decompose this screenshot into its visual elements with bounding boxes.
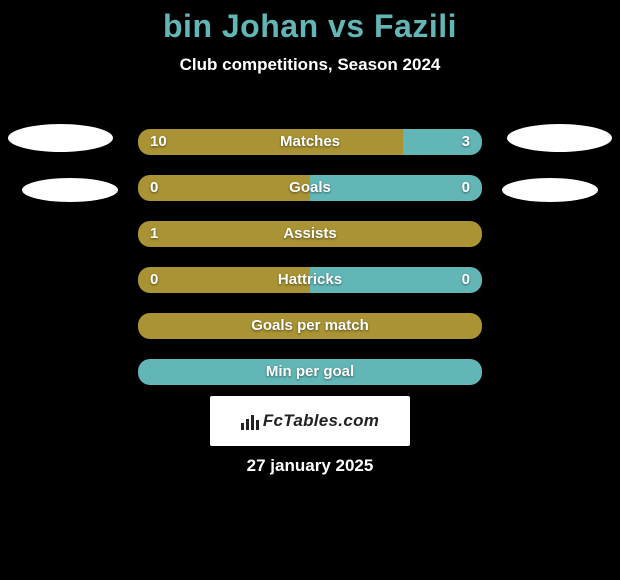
stat-row: Min per goal [0,350,620,396]
stat-value-right: 0 [462,267,470,293]
stat-label: Goals per match [138,313,482,339]
subtitle: Club competitions, Season 2024 [0,55,620,75]
stat-row: Hattricks0 0 [0,258,620,304]
stat-value-right: 3 [462,129,470,155]
stat-label: Goals [138,175,482,201]
stat-value-left: 0 [150,175,158,201]
date-text: 27 january 2025 [0,456,620,476]
stats-rows: Matches103Goals00Assists1Hattricks00Goal… [0,120,620,396]
brand-logo-icon [241,412,261,430]
stat-label: Matches [138,129,482,155]
stat-row: Goals per match [0,304,620,350]
stat-label: Hattricks [138,267,482,293]
stat-row: Goals0 0 [0,166,620,212]
stat-label: Assists [138,221,482,247]
stat-value-left: 0 [150,267,158,293]
stat-value-right: 0 [462,175,470,201]
stat-row: Matches10 3 [0,120,620,166]
stat-row: Assists1 [0,212,620,258]
stat-label: Min per goal [138,359,482,385]
comparison-card: { "title_color": "#62b7b6", "title_fonts… [0,0,620,580]
brand-badge: FcTables.com [210,396,410,446]
stat-value-left: 1 [150,221,158,247]
brand-text: FcTables.com [263,411,379,431]
stat-value-left: 10 [150,129,167,155]
page-title: bin Johan vs Fazili [0,0,620,45]
